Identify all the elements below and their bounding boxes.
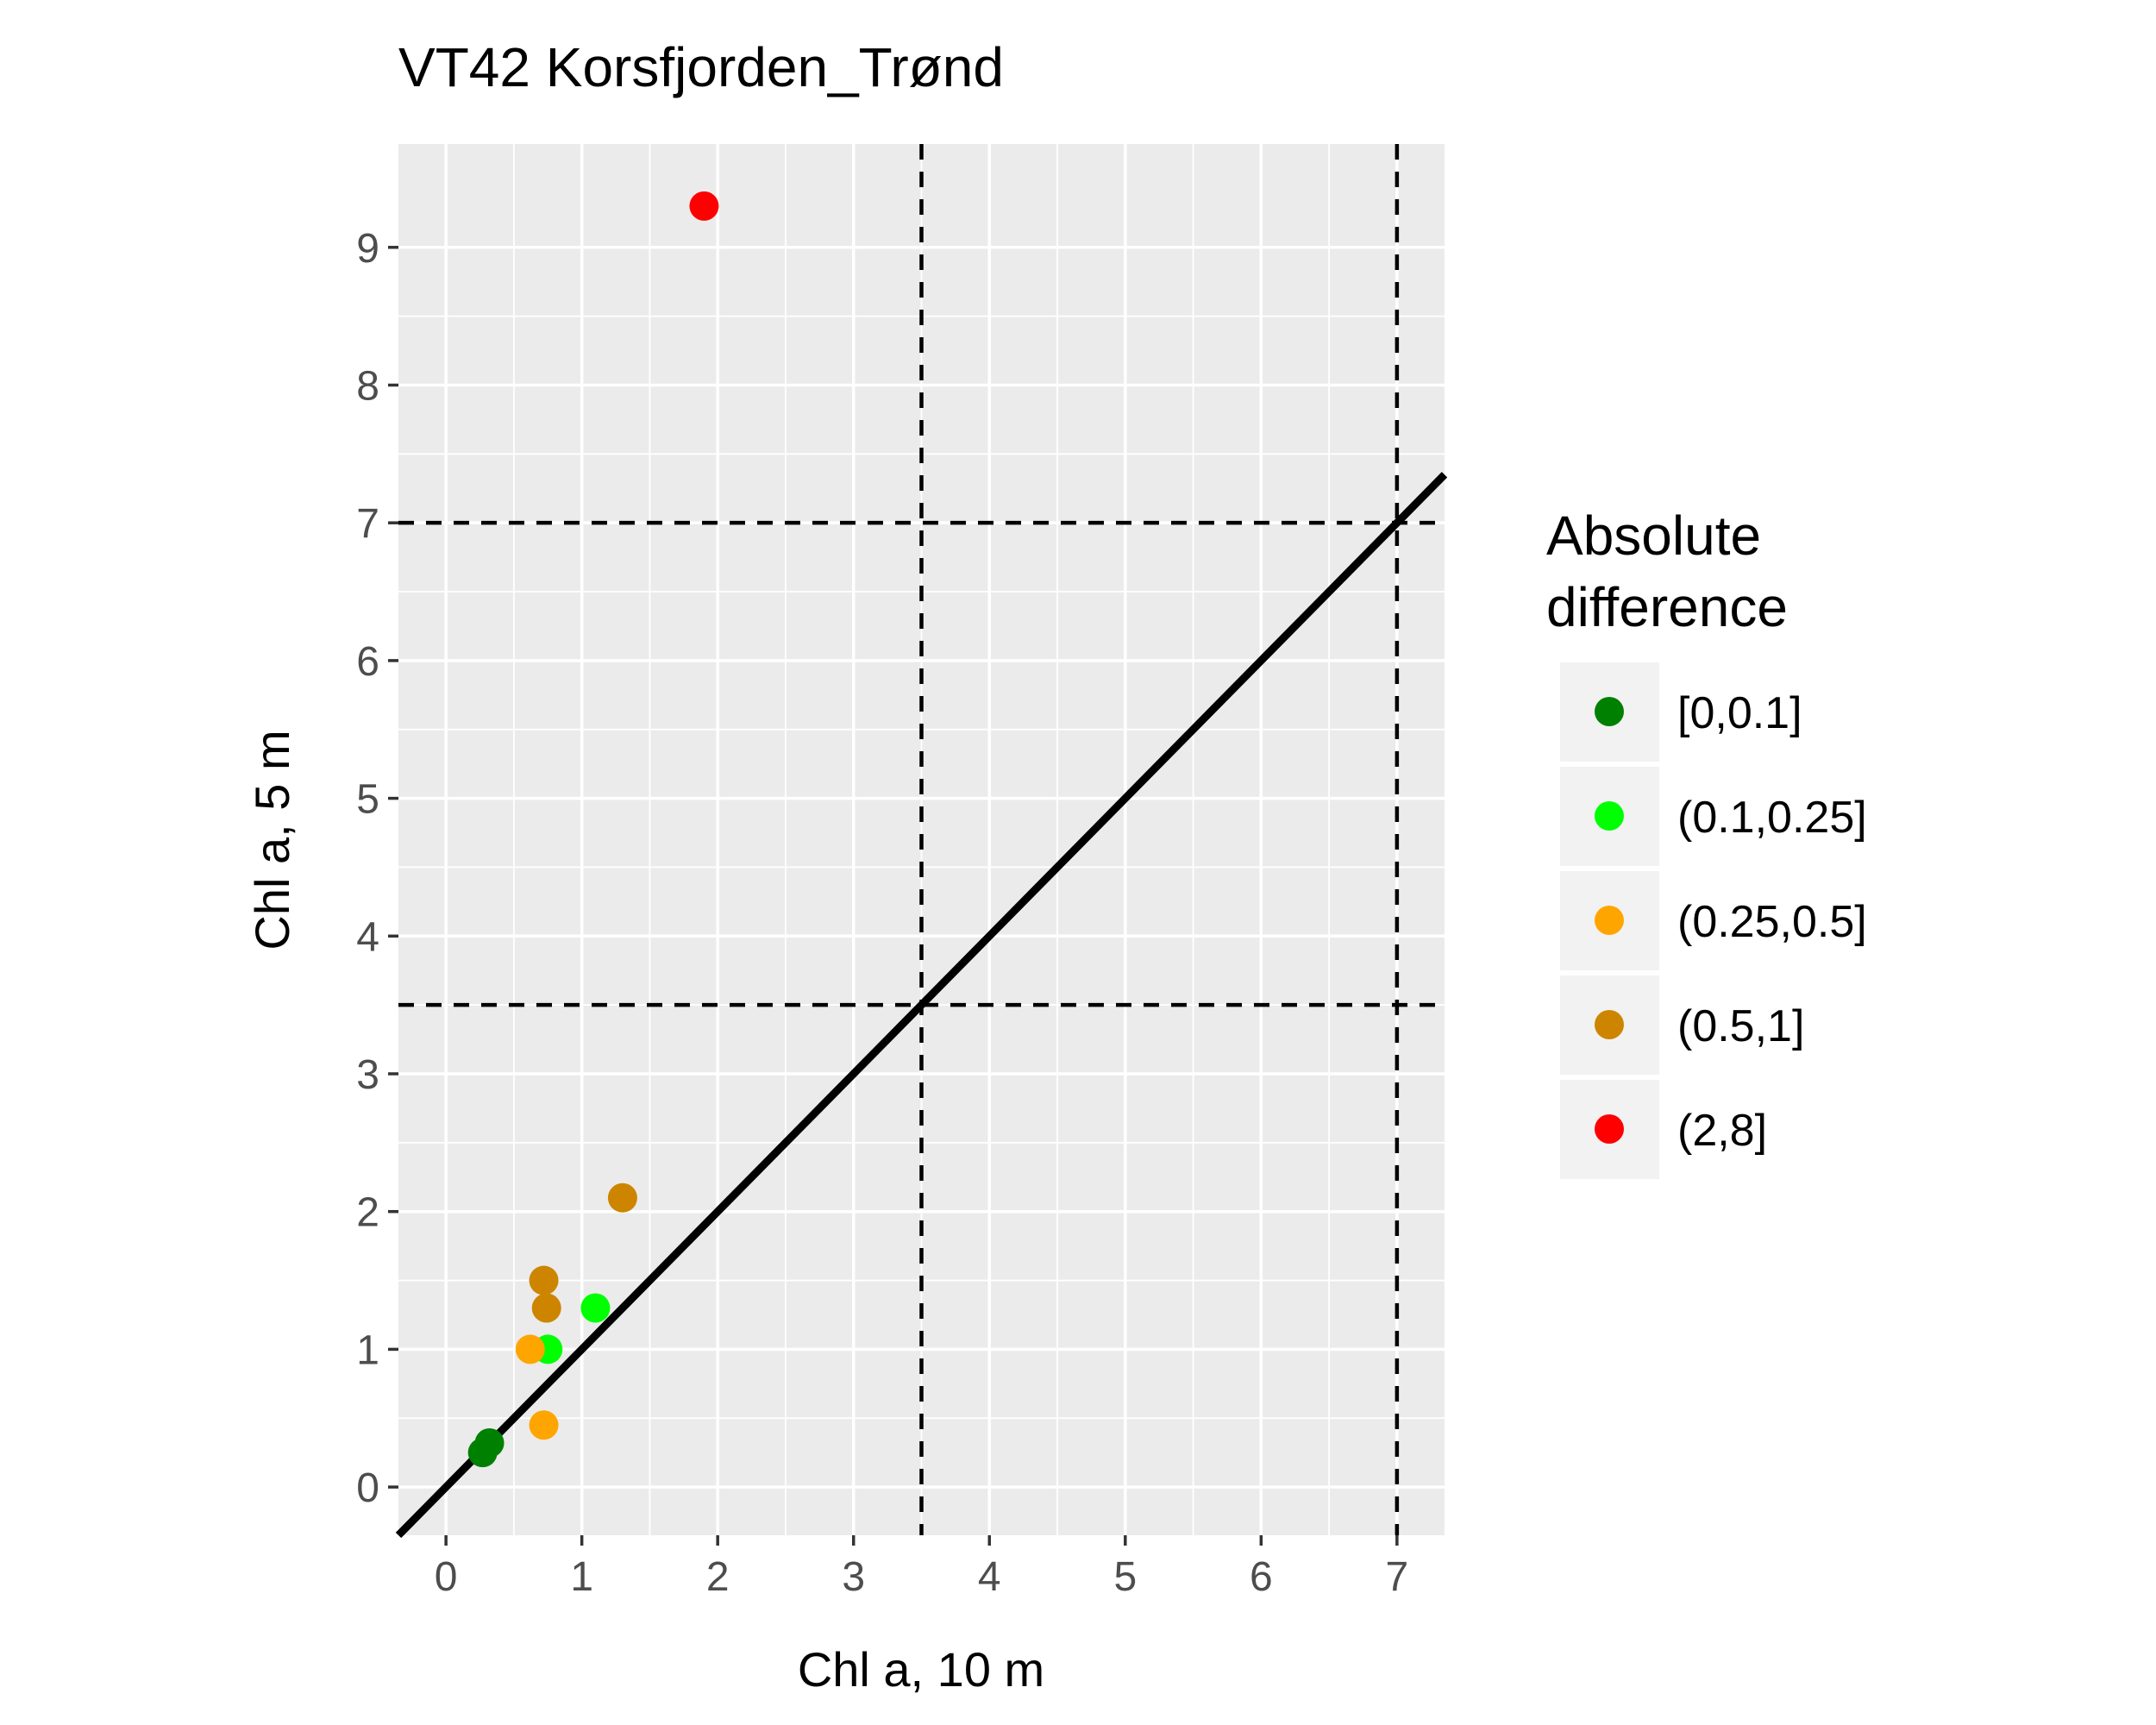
x-tick-label: 2 [706,1554,730,1600]
y-tick-label: 4 [356,914,379,960]
data-points [467,191,719,1468]
data-point [529,1265,559,1295]
legend-key-swatch [1595,906,1624,935]
y-tick-label: 7 [356,501,379,547]
y-tick-label: 5 [356,777,379,823]
data-point [580,1293,611,1323]
legend-key-swatch [1595,801,1624,831]
legend-keys: [0,0.1] (0.1,0.25] (0.25,0.5] (0.5,1] (2,8] [1560,662,1867,1179]
data-point [529,1410,559,1440]
legend-key-swatch [1595,1114,1624,1144]
y-tick-label: 6 [356,639,379,685]
x-tick-label: 7 [1386,1554,1409,1600]
x-tick-label: 6 [1250,1554,1273,1600]
data-point [515,1334,545,1364]
y-tick-label: 9 [356,226,379,272]
legend-label: (0.5,1] [1677,1001,1804,1051]
y-tick-label: 0 [356,1465,379,1511]
legend-label: (0.25,0.5] [1677,897,1867,947]
y-tick-label: 3 [356,1052,379,1098]
data-point [689,191,719,221]
data-point [474,1427,505,1458]
x-tick-label: 3 [842,1554,865,1600]
legend-label: [0,0.1] [1677,688,1802,738]
x-axis: 0 1 2 3 4 5 6 7 [435,1535,1408,1600]
x-tick-label: 5 [1113,1554,1137,1600]
x-tick-label: 0 [435,1554,458,1600]
chart-title: VT42 Korsfjorden_Trønd [398,36,1004,98]
legend: Absolute difference [0,0.1] (0.1,0.25] (0.… [1546,505,1867,1179]
y-tick-label: 8 [356,363,379,409]
y-tick-label: 1 [356,1327,379,1373]
y-axis: 0 1 2 3 4 5 6 7 8 9 [356,226,398,1511]
legend-key-swatch [1595,1010,1624,1039]
legend-label: (2,8] [1677,1106,1767,1156]
legend-title: difference [1546,576,1788,638]
data-point [607,1182,637,1213]
x-axis-title: Chl a, 10 m [798,1642,1044,1697]
y-axis-title: Chl a, 5 m [245,730,299,950]
legend-title: Absolute [1546,505,1761,567]
legend-key-swatch [1595,697,1624,726]
x-tick-label: 1 [570,1554,593,1600]
data-point [531,1293,561,1323]
y-tick-label: 2 [356,1190,379,1236]
x-tick-label: 4 [978,1554,1001,1600]
identity-line [395,472,1448,1539]
legend-label: (0.1,0.25] [1677,793,1867,843]
reference-lines [395,144,1448,1539]
